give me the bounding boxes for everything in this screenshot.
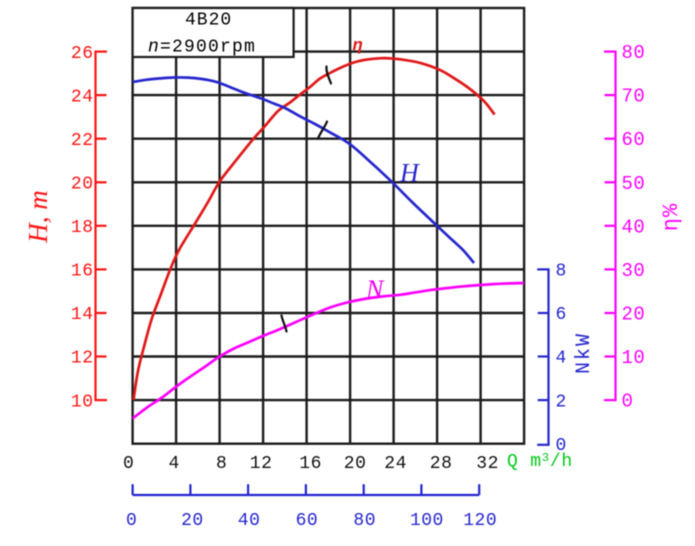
svg-text:η%: η%: [659, 203, 684, 231]
svg-text:0: 0: [123, 454, 134, 474]
svg-text:4B20: 4B20: [185, 11, 232, 31]
svg-text:12: 12: [71, 349, 94, 369]
svg-text:40: 40: [622, 216, 646, 238]
svg-text:20: 20: [344, 454, 367, 474]
svg-text:H: H: [399, 158, 420, 187]
svg-text:120: 120: [463, 511, 497, 531]
svg-text:N: N: [365, 275, 385, 304]
svg-text:H, m: H, m: [23, 190, 53, 244]
svg-text:30: 30: [622, 260, 646, 282]
svg-text:80: 80: [353, 511, 376, 531]
svg-text:50: 50: [622, 173, 646, 195]
svg-text:NkW: NkW: [573, 332, 596, 374]
svg-text:8: 8: [216, 454, 227, 474]
svg-text:80: 80: [622, 42, 646, 64]
svg-text:4: 4: [168, 454, 179, 474]
svg-text:8: 8: [556, 262, 567, 282]
svg-text:18: 18: [71, 218, 94, 238]
svg-text:32: 32: [476, 454, 499, 474]
svg-text:100: 100: [410, 511, 444, 531]
svg-text:6: 6: [556, 305, 567, 325]
svg-text:10: 10: [71, 392, 94, 412]
svg-text:10: 10: [622, 347, 646, 369]
svg-text:n=2900rpm: n=2900rpm: [148, 38, 256, 58]
svg-text:26: 26: [71, 44, 94, 64]
svg-text:40: 40: [238, 511, 261, 531]
svg-text:12: 12: [250, 454, 273, 474]
svg-text:28: 28: [430, 454, 453, 474]
svg-text:60: 60: [296, 511, 319, 531]
svg-text:0: 0: [622, 391, 634, 413]
svg-text:60: 60: [622, 129, 646, 151]
svg-text:20: 20: [181, 511, 204, 531]
svg-text:20: 20: [71, 175, 94, 195]
svg-text:16: 16: [71, 262, 94, 282]
svg-text:20: 20: [622, 304, 646, 326]
svg-text:24: 24: [71, 87, 94, 107]
svg-text:24: 24: [384, 454, 407, 474]
svg-text:14: 14: [71, 305, 94, 325]
svg-text:η: η: [353, 37, 363, 56]
svg-text:22: 22: [71, 131, 94, 151]
svg-text:Q m3/h: Q m3/h: [507, 451, 573, 472]
svg-text:70: 70: [622, 86, 646, 108]
svg-text:4: 4: [556, 349, 567, 369]
svg-text:0: 0: [556, 436, 567, 456]
svg-text:16: 16: [299, 454, 322, 474]
svg-text:0: 0: [126, 511, 137, 531]
svg-text:2: 2: [556, 392, 567, 412]
